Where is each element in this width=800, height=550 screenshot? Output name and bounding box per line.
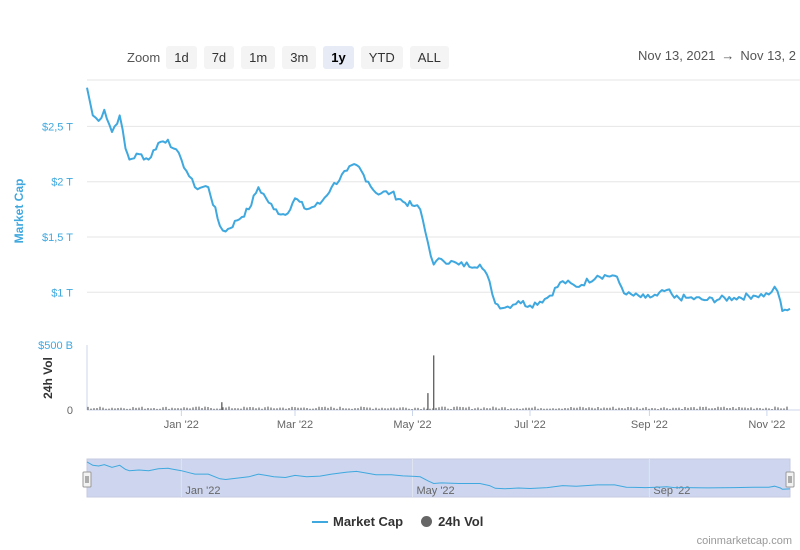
credit-link[interactable]: coinmarketcap.com: [696, 535, 792, 547]
line-symbol-icon: [312, 520, 328, 523]
volume-axis-title: 24h Vol: [41, 357, 55, 399]
zoom-label: Zoom: [127, 49, 161, 65]
legend-item-market-cap[interactable]: Market Cap: [312, 514, 403, 529]
y-tick-label: $1 T: [51, 287, 73, 299]
zoom-1d-button[interactable]: 1d: [166, 45, 197, 69]
x-tick-label: Nov '22: [748, 419, 785, 431]
zoom-3m-button[interactable]: 3m: [282, 45, 317, 69]
navigator-line: [86, 461, 791, 490]
legend-label-volume: 24h Vol: [438, 514, 484, 529]
navigator-handle-left[interactable]: [82, 471, 92, 488]
volume-baseline-bars: [87, 406, 788, 410]
date-range-arrow: →: [721, 48, 735, 63]
legend-label-market-cap: Market Cap: [333, 514, 404, 529]
x-tick-label: Jul '22: [514, 419, 545, 431]
zoom-all-button[interactable]: ALL: [409, 45, 449, 69]
date-range-from[interactable]: Nov 13, 2021: [638, 48, 716, 63]
navigator-handle-right[interactable]: [785, 471, 795, 488]
date-range: Nov 13, 2021 → Nov 13, 2: [638, 48, 796, 63]
legend-item-volume[interactable]: 24h Vol: [421, 514, 483, 529]
zoom-1m-button[interactable]: 1m: [241, 45, 276, 69]
legend: Market Cap 24h Vol: [312, 514, 501, 529]
volume-tick-label: $500 B: [38, 340, 73, 352]
navigator-tick-label: May '22: [416, 485, 454, 497]
zoom-ytd-button[interactable]: YTD: [360, 45, 403, 69]
y-tick-label: $2 T: [51, 177, 73, 189]
x-tick-label: May '22: [393, 419, 431, 431]
market-cap-line: [86, 87, 791, 312]
zoom-toolbar: Zoom 1d 7d 1m 3m 1y YTD ALL: [127, 45, 456, 69]
x-tick-label: Jan '22: [164, 419, 199, 431]
zoom-7d-button[interactable]: 7d: [203, 45, 235, 69]
y-tick-label: $1,5 T: [42, 232, 73, 244]
y-axis-title: Market Cap: [12, 179, 26, 244]
x-tick-label: Mar '22: [277, 419, 313, 431]
zoom-1y-button[interactable]: 1y: [323, 45, 354, 69]
navigator-tick-label: Jan '22: [185, 485, 220, 497]
date-range-to[interactable]: Nov 13, 2: [740, 48, 796, 63]
dot-symbol-icon: [421, 516, 433, 527]
x-tick-label: Sep '22: [631, 419, 668, 431]
volume-tick-label: 0: [67, 405, 73, 417]
y-tick-label: $2,5 T: [42, 121, 73, 133]
